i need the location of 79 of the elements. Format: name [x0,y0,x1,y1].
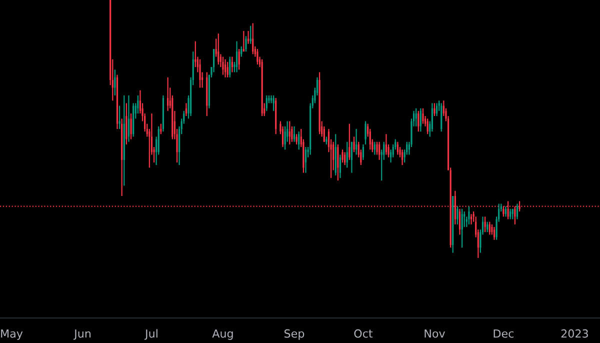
candlestick [231,56,233,73]
candlestick [126,102,128,145]
candlestick [288,120,290,145]
candlestick [456,206,458,225]
candlestick [130,112,132,140]
candlestick [226,61,228,78]
candlestick [318,72,320,135]
candlestick [356,128,358,156]
x-tick-label: Sep [284,329,304,340]
x-tick-label: Dec [494,329,514,338]
candlestick [516,203,518,220]
candlestick [199,58,201,88]
candlestick [426,118,428,135]
candlestick [415,108,417,127]
candlestick [256,48,258,66]
candlestick [510,208,512,220]
candlestick [486,221,488,233]
x-tick-label: Nov [424,329,445,338]
candlestick [346,141,348,168]
candlestick [396,141,399,156]
candlestick [369,128,371,150]
candlestick [245,36,247,52]
candlestick [229,56,231,78]
candlestick [420,108,422,132]
x-tick-label: 2023 [561,329,588,338]
candlestick [212,48,215,73]
candlestick [252,22,254,55]
candlestick [250,25,252,44]
candlestick [118,105,120,130]
candlestick [461,208,463,248]
x-tick-label: May [1,329,23,340]
candlestick [185,102,188,117]
candlestick [422,108,424,124]
candlestick [224,58,226,78]
candlestick [378,141,380,160]
candlestick [434,102,436,117]
candlestick [458,208,461,236]
x-tick-label: Jul [144,329,158,340]
candlestick [418,110,420,132]
candlestick [114,69,116,96]
candlestick [364,120,366,145]
candlestick [348,123,350,160]
candlestick [167,76,169,112]
candlestick [431,102,433,132]
candlestick [440,102,442,132]
candlestick [337,144,339,182]
candlestick [488,221,490,236]
candlestick [293,126,296,142]
candlestick [240,46,242,58]
x-tick-label: Jun [74,329,90,340]
candlestick [493,226,496,240]
candlestick [128,94,130,142]
candlestick [296,134,298,145]
candlestick [504,206,507,218]
candlestick [436,102,438,117]
candlestick [342,149,344,164]
x-tick-label: Oct [354,329,373,338]
candlestick [468,206,470,225]
candlestick [304,146,307,174]
candlestick [362,144,364,160]
candlestick [350,141,353,174]
x-tick-label: Aug [212,329,233,340]
candlestick [222,56,224,76]
candlestick [247,30,250,44]
candlestick [298,130,300,150]
candlestick [484,216,486,233]
candlestick [442,100,444,117]
candlestick [218,32,220,66]
candlestick [339,154,342,179]
candlestick [374,141,376,156]
candlestick [401,149,404,166]
candlestick [272,94,274,112]
candlestick [238,48,240,70]
candlestick [266,94,268,112]
candlestick [385,134,388,156]
candlestick [344,152,346,166]
candlestick [236,40,238,73]
candlestick [353,136,355,153]
candlestick [137,94,139,114]
